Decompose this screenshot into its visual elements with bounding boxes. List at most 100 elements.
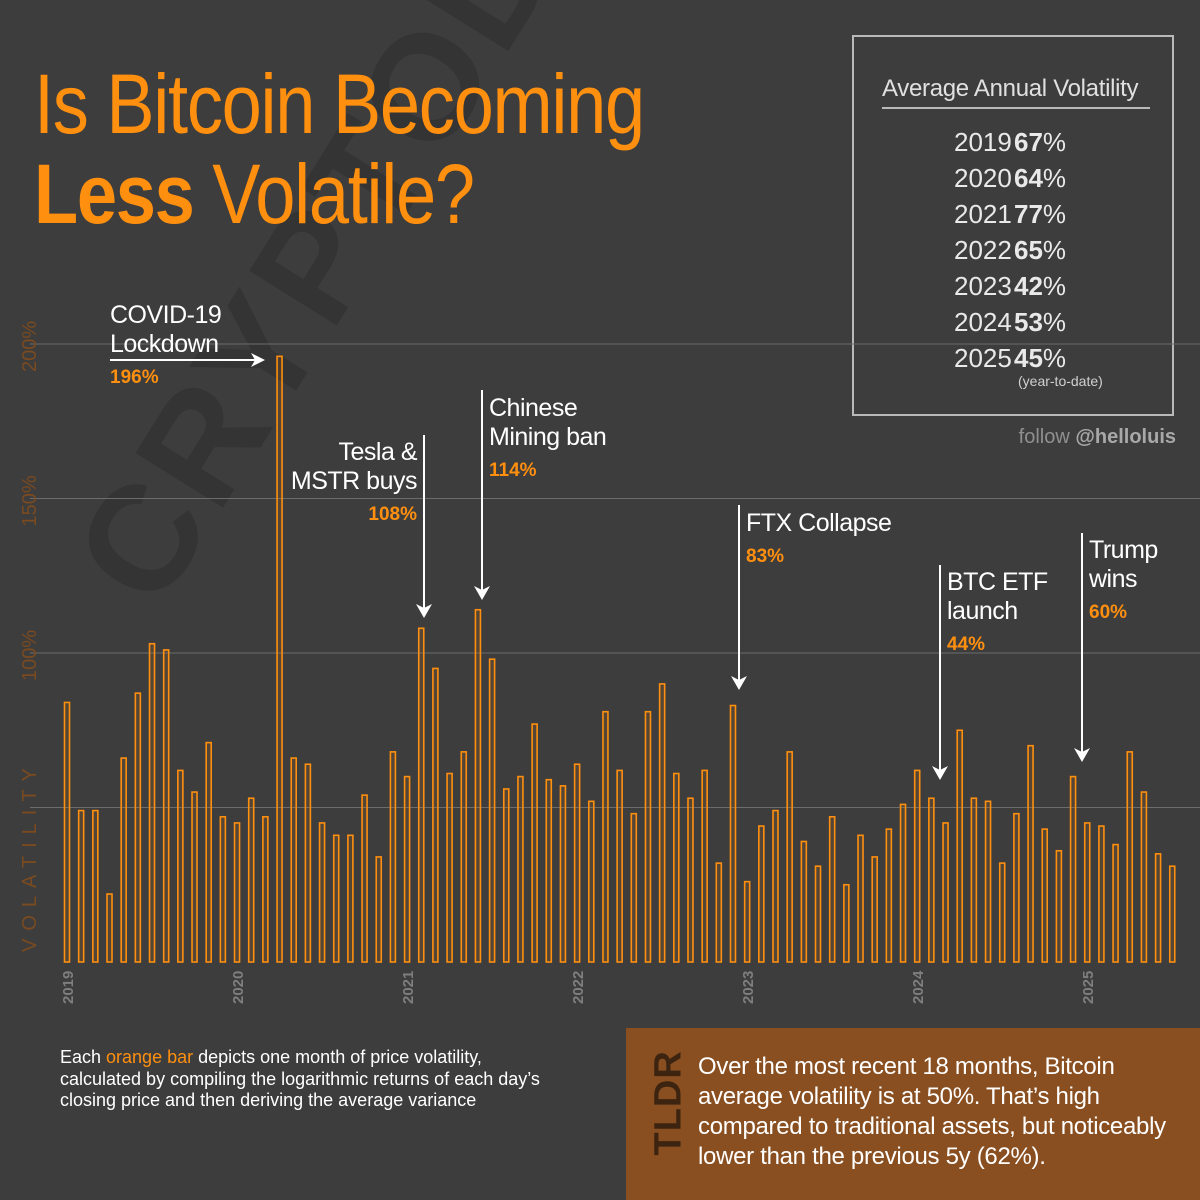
- y-tick-label: 100%: [19, 630, 41, 681]
- y-tick-label: 150%: [19, 475, 41, 526]
- annotation-arrowhead: [1074, 748, 1090, 762]
- avg-value: 64: [1014, 163, 1043, 193]
- bar-2024-07: [998, 862, 1006, 963]
- avg-year: 2025: [954, 343, 1012, 373]
- bar-2023-07: [828, 815, 836, 963]
- bar-2025-03: [1112, 843, 1119, 963]
- bar-2022-06: [644, 710, 652, 963]
- avg-value: 42: [1014, 271, 1043, 301]
- chart-bars: [63, 355, 1176, 963]
- bar-2022-05: [630, 812, 638, 963]
- footnote-after: depicts one month of price volatility, c…: [60, 1047, 540, 1111]
- y-axis-label: VOLATILITY: [19, 760, 41, 952]
- bar-2023-10: [871, 856, 878, 963]
- bar-2021-08: [502, 788, 510, 963]
- avg-unit: %: [1042, 343, 1067, 373]
- avg-unit: %: [1042, 163, 1067, 193]
- tldr-panel: TLDR Over the most recent 18 months, Bit…: [626, 1028, 1200, 1200]
- bar-2022-07: [658, 683, 666, 963]
- average-volatility-title: Average Annual Volatility: [882, 75, 1150, 109]
- bar-2019-06: [134, 692, 142, 963]
- bar-2023-09: [857, 834, 864, 963]
- avg-unit: %: [1042, 235, 1067, 265]
- annotation-text: FTX Collapse: [746, 509, 891, 537]
- x-tick-label: 2021: [400, 971, 417, 1004]
- bar-2020-02: [247, 797, 255, 963]
- chart-x-axis: 2019 2020 2021 2022 2023 2024 2025: [60, 970, 1097, 1004]
- bar-2019-03: [92, 809, 99, 963]
- avg-unit: %: [1042, 199, 1067, 229]
- bar-2020-06: [304, 763, 312, 963]
- bar-2025-04: [1126, 751, 1134, 963]
- avg-row-2023: 202342%: [954, 271, 1066, 302]
- annotation-text: Trump: [1089, 536, 1158, 564]
- bar-2019-09: [177, 769, 184, 963]
- bar-2023-08: [843, 883, 850, 963]
- bar-2025-06: [1154, 853, 1162, 963]
- bar-2025-01: [1083, 822, 1091, 963]
- page-title: Is Bitcoin Becoming Less Volatile?: [34, 62, 743, 236]
- bar-2021-05: [460, 751, 468, 963]
- annotation-value: 114%: [489, 460, 537, 481]
- bar-2023-05: [800, 840, 808, 963]
- bar-2022-11: [715, 862, 723, 963]
- bar-2019-10: [191, 791, 198, 963]
- bar-2021-03: [432, 667, 439, 963]
- follow-credit: follow @helloluis: [1019, 426, 1176, 449]
- bar-2024-09: [1027, 744, 1034, 963]
- bar-2024-04: [956, 729, 964, 963]
- bar-2024-02: [928, 797, 935, 963]
- avg-row-2024: 202453%: [954, 307, 1066, 338]
- annotation-text: COVID-19: [110, 301, 221, 329]
- x-tick-label: 2023: [740, 971, 757, 1004]
- annotation-value: 196%: [110, 367, 159, 388]
- avg-row-2022: 202265%: [954, 235, 1066, 266]
- bar-2022-12: [729, 704, 737, 963]
- avg-year: 2021: [954, 199, 1012, 229]
- bar-2023-02: [758, 825, 765, 963]
- bar-2019-01: [63, 701, 71, 963]
- bar-2020-07: [318, 822, 326, 963]
- bar-2020-11: [375, 856, 383, 963]
- follow-prefix: follow: [1018, 426, 1076, 448]
- chart-y-axis: 100% 150% 200% VOLATILITY: [19, 321, 41, 952]
- avg-value: 45: [1014, 343, 1043, 373]
- annotation-arrowhead: [251, 353, 265, 367]
- bar-2023-04: [786, 751, 793, 963]
- annotation-value: 44%: [947, 634, 985, 655]
- x-tick-label: 2025: [1080, 971, 1097, 1004]
- bar-2020-10: [361, 794, 368, 963]
- x-tick-label: 2024: [910, 970, 927, 1004]
- bar-2021-10: [531, 723, 538, 963]
- bar-2020-04: [276, 355, 283, 963]
- annotation-text: Chinese: [489, 394, 577, 422]
- bar-2022-03: [602, 710, 609, 963]
- avg-value: 53: [1014, 307, 1043, 337]
- follow-handle: @helloluis: [1075, 426, 1176, 448]
- bar-2024-06: [984, 800, 992, 963]
- annotation-arrowhead: [416, 604, 432, 618]
- bar-2020-01: [233, 822, 241, 963]
- bar-2024-08: [1013, 812, 1020, 963]
- volatility-bar-chart: 100%150%200%VOLATILITY 2019 2020 2021 2022 2…: [19, 301, 1200, 1004]
- bar-2019-05: [120, 757, 127, 963]
- avg-year: 2024: [954, 307, 1012, 337]
- bar-2023-06: [814, 865, 822, 963]
- avg-unit: %: [1042, 271, 1067, 301]
- tldr-label: TLDR: [647, 1050, 690, 1156]
- bar-2019-08: [162, 649, 170, 963]
- annotation-text: Tesla &: [339, 438, 418, 466]
- bar-2021-12: [559, 785, 567, 963]
- x-tick-label: 2022: [570, 971, 587, 1004]
- avg-year: 2022: [954, 235, 1012, 265]
- bar-2022-01: [573, 763, 581, 963]
- annotation-arrowhead: [731, 676, 747, 690]
- x-tick-label: 2019: [60, 971, 77, 1004]
- annotation-value: 83%: [746, 546, 784, 567]
- bar-2021-09: [517, 775, 524, 963]
- avg-value: 77: [1014, 199, 1043, 229]
- bar-2024-11: [1055, 849, 1063, 963]
- annotation-value: 108%: [368, 504, 417, 525]
- avg-row-2025: 202545%: [954, 343, 1066, 374]
- bar-2020-09: [347, 834, 354, 963]
